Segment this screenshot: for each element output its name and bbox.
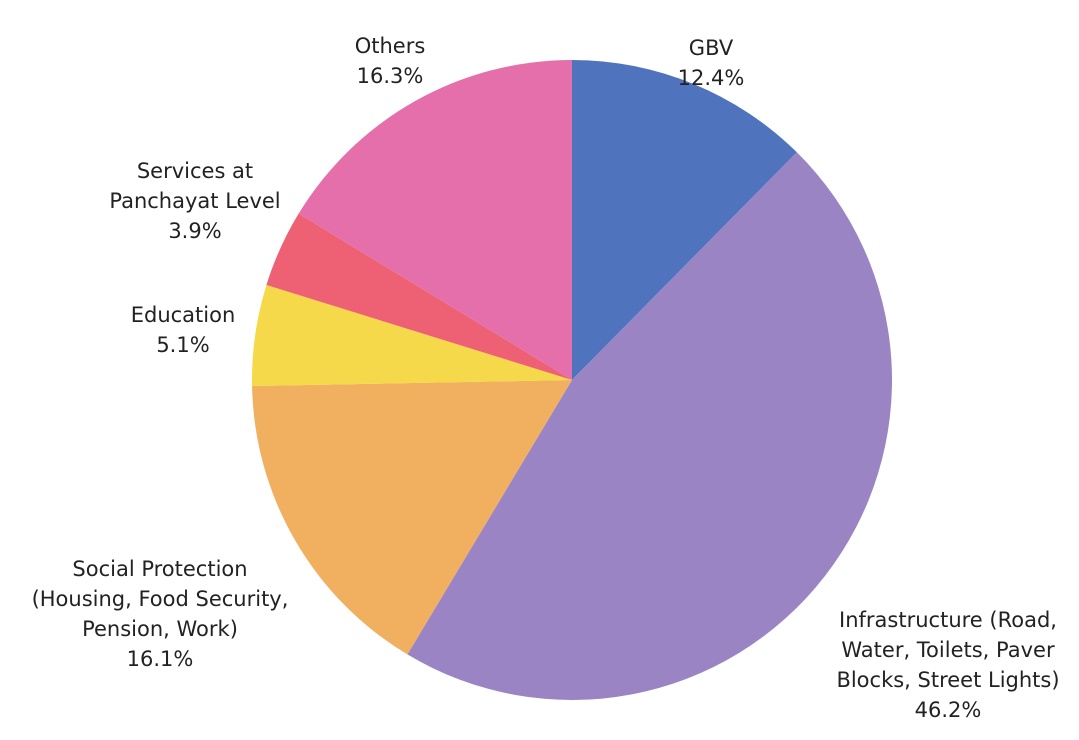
- pie-slice-label-2: Social Protection (Housing, Food Security…: [32, 557, 289, 671]
- pie-slice-label-line: (Housing, Food Security,: [32, 587, 289, 611]
- pie-slice-label-line: GBV: [689, 36, 734, 60]
- pie-slices: [252, 60, 893, 701]
- pie-slice-label-line: Services at: [137, 159, 253, 183]
- pie-slice-value: 16.1%: [127, 647, 194, 671]
- pie-slice-value: 12.4%: [678, 66, 745, 90]
- pie-slice-label-line: Others: [355, 34, 426, 58]
- pie-slice-value: 5.1%: [156, 333, 209, 357]
- pie-slice-label-line: Social Protection: [72, 557, 247, 581]
- pie-slice-label-line: Infrastructure (Road,: [839, 608, 1057, 632]
- pie-slice-2: [252, 380, 572, 655]
- pie-labels: GBV 12.4% Infrastructure (Road, Water, Toil…: [32, 34, 1060, 722]
- pie-slice-label-0: GBV 12.4%: [678, 36, 745, 90]
- pie-slice-label-5: Others 16.3%: [355, 34, 426, 88]
- pie-slice-label-line: Pension, Work): [82, 617, 238, 641]
- pie-slice-1: [407, 152, 893, 701]
- pie-slice-label-line: Panchayat Level: [109, 189, 280, 213]
- pie-slice-4: [266, 213, 572, 380]
- pie-slice-3: [252, 284, 572, 387]
- pie-slice-label-line: Education: [131, 303, 236, 327]
- pie-slice-label-3: Education 5.1%: [131, 303, 236, 357]
- pie-slice-label-1: Infrastructure (Road, Water, Toilets, Pav…: [836, 608, 1059, 722]
- pie-slice-label-line: Water, Toilets, Paver: [841, 638, 1055, 662]
- pie-slice-5: [298, 60, 572, 380]
- pie-slice-label-line: Blocks, Street Lights): [836, 668, 1059, 692]
- pie-slice-label-4: Services at Panchayat Level 3.9%: [109, 159, 280, 243]
- pie-slice-value: 3.9%: [168, 219, 221, 243]
- pie-slice-0: [572, 60, 797, 380]
- pie-slice-value: 46.2%: [915, 698, 982, 722]
- pie-slice-value: 16.3%: [357, 64, 424, 88]
